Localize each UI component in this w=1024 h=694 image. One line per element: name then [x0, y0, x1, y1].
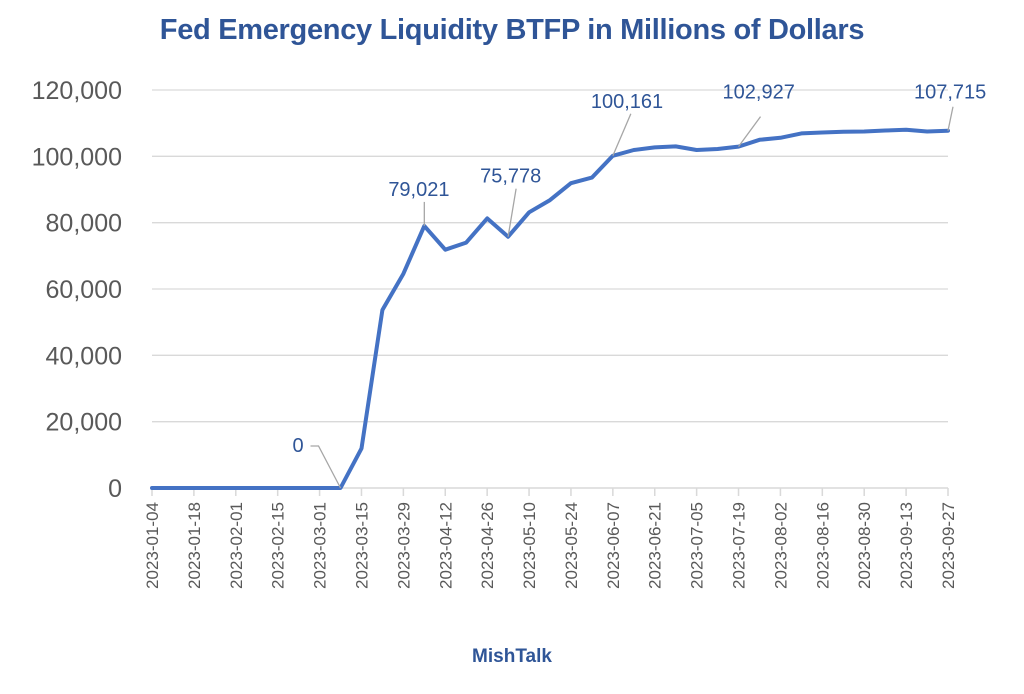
data-label: 75,778 — [480, 166, 541, 188]
x-tick-label: 2023-08-02 — [771, 502, 790, 589]
x-tick-label: 2023-04-26 — [478, 502, 497, 589]
chart-title: Fed Emergency Liquidity BTFP in Millions… — [159, 14, 865, 46]
x-tick-label: 2023-01-18 — [185, 502, 204, 589]
y-tick-label: 0 — [108, 475, 122, 503]
data-label: 107,715 — [914, 82, 986, 104]
y-tick-label: 60,000 — [46, 276, 122, 304]
data-labels: 0 79,021 75,778 100,161 102,927 107,715 — [293, 82, 986, 489]
x-tick-label: 2023-06-21 — [646, 502, 665, 589]
x-tick-label: 2023-02-01 — [227, 502, 246, 589]
x-tick-label: 2023-06-07 — [604, 502, 623, 589]
leader-line — [310, 445, 342, 489]
x-tick-label: 2023-03-15 — [352, 502, 371, 589]
y-tick-label: 120,000 — [32, 77, 122, 105]
footer-source: MishTalk — [472, 646, 552, 667]
x-axis: 2023-01-04 2023-01-18 2023-02-01 2023-02-15… — [143, 487, 958, 589]
x-tick-label: 2023-09-13 — [897, 502, 916, 589]
y-axis: 0 20,000 40,000 60,000 80,000 100,000 120,000 — [32, 77, 122, 503]
gridlines — [152, 89, 948, 423]
leader-line — [738, 116, 762, 148]
series-btfp — [150, 127, 950, 490]
x-tick-label: 2023-03-01 — [311, 502, 330, 589]
y-tick-label: 100,000 — [32, 143, 122, 171]
data-label: 100,161 — [591, 91, 663, 113]
data-label: 0 — [293, 435, 304, 457]
x-tick-label: 2023-04-12 — [436, 502, 455, 589]
leader-line — [947, 106, 954, 131]
x-tick-label: 2023-02-15 — [269, 502, 288, 589]
x-tick-label: 2023-05-24 — [562, 502, 581, 589]
x-tick-label: 2023-08-30 — [855, 502, 874, 589]
y-tick-label: 80,000 — [46, 210, 122, 238]
leader-line — [612, 113, 632, 157]
data-label: 102,927 — [723, 82, 795, 104]
x-tick-label: 2023-07-19 — [730, 502, 749, 589]
y-tick-label: 40,000 — [46, 342, 122, 370]
x-tick-label: 2023-03-29 — [394, 502, 413, 589]
y-tick-label: 20,000 — [46, 409, 122, 437]
data-label: 79,021 — [388, 179, 449, 201]
x-tick-label: 2023-05-10 — [520, 502, 539, 589]
leader-line — [507, 188, 517, 237]
x-tick-label: 2023-08-16 — [813, 502, 832, 589]
x-tick-label: 2023-09-27 — [939, 502, 958, 589]
x-tick-label: 2023-01-04 — [143, 502, 162, 589]
series-line — [150, 127, 950, 490]
x-tick-label: 2023-07-05 — [688, 502, 707, 589]
